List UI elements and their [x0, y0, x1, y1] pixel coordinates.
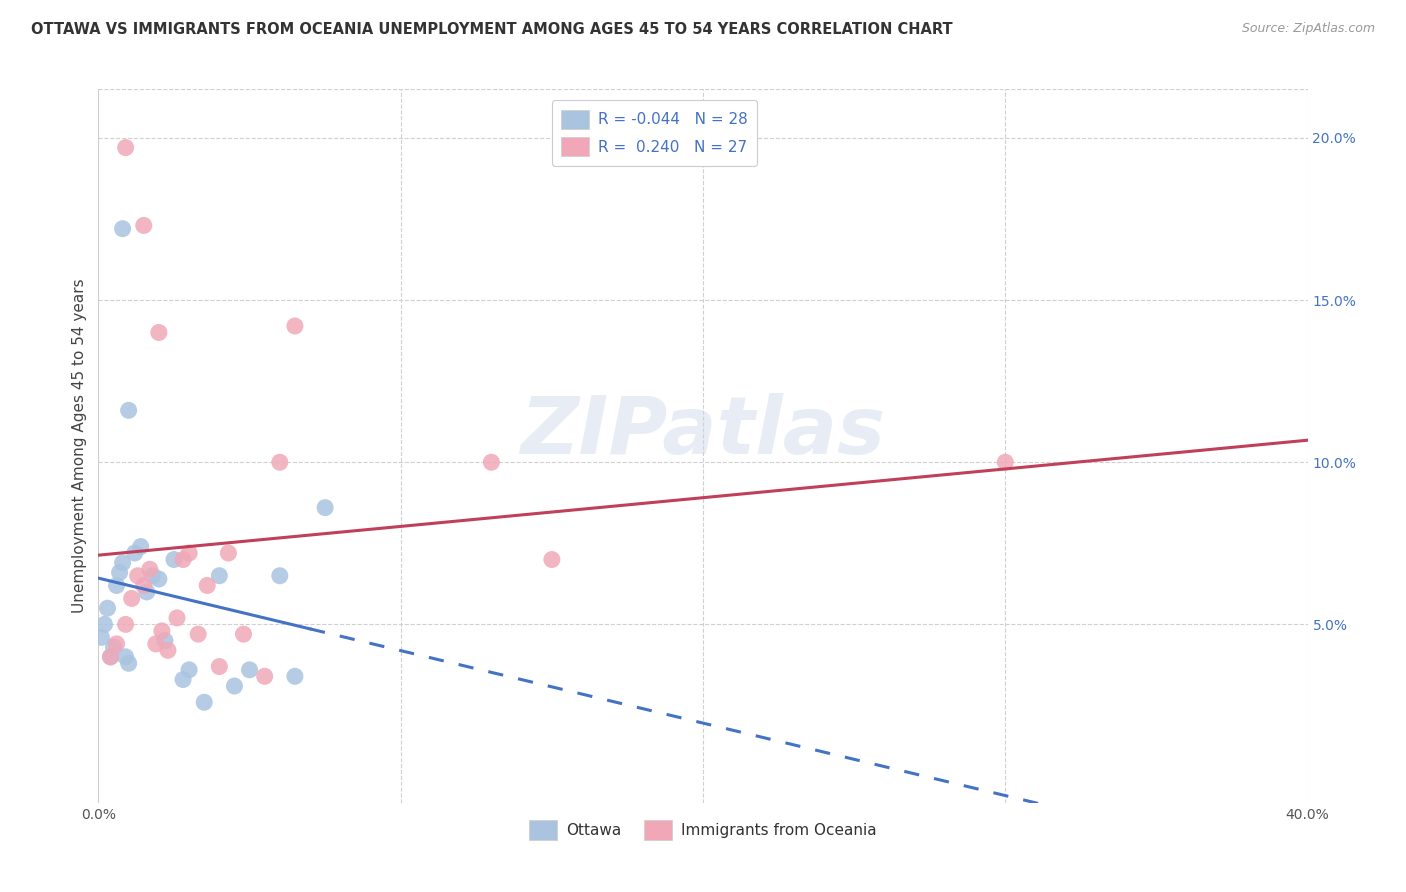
Point [111, 556, 134, 570]
Point [105, 637, 128, 651]
Point [114, 140, 136, 154]
Point [129, 540, 152, 554]
Point [156, 643, 179, 657]
Point [111, 221, 134, 235]
Point [114, 617, 136, 632]
Point [153, 633, 176, 648]
Text: ZIPatlas: ZIPatlas [520, 392, 886, 471]
Point [127, 568, 149, 582]
Point [540, 552, 562, 566]
Point [132, 219, 155, 233]
Point [118, 657, 141, 671]
Point [179, 546, 201, 560]
Point [208, 659, 231, 673]
Point [172, 552, 194, 566]
Point [166, 611, 188, 625]
Point [314, 500, 336, 515]
Point [284, 318, 307, 333]
Text: OTTAWA VS IMMIGRANTS FROM OCEANIA UNEMPLOYMENT AMONG AGES 45 TO 54 YEARS CORRELA: OTTAWA VS IMMIGRANTS FROM OCEANIA UNEMPL… [31, 22, 952, 37]
Point [994, 455, 1017, 469]
Point [93, 617, 115, 632]
Point [114, 649, 136, 664]
Text: Source: ZipAtlas.com: Source: ZipAtlas.com [1241, 22, 1375, 36]
Point [148, 326, 170, 340]
Point [118, 403, 141, 417]
Point [269, 568, 291, 582]
Point [217, 546, 239, 560]
Point [105, 578, 128, 592]
Point [163, 552, 186, 566]
Point [239, 663, 262, 677]
Point [145, 637, 167, 651]
Legend: Ottawa, Immigrants from Oceania: Ottawa, Immigrants from Oceania [520, 811, 886, 848]
Point [132, 578, 155, 592]
Point [108, 566, 131, 580]
Point [284, 669, 307, 683]
Point [124, 546, 146, 560]
Point [187, 627, 209, 641]
Point [253, 669, 276, 683]
Point [150, 624, 173, 638]
Y-axis label: Unemployment Among Ages 45 to 54 years: Unemployment Among Ages 45 to 54 years [72, 278, 87, 614]
Point [121, 591, 143, 606]
Point [142, 568, 165, 582]
Point [90, 631, 112, 645]
Point [139, 562, 162, 576]
Point [481, 455, 503, 469]
Point [195, 578, 218, 592]
Point [224, 679, 246, 693]
Point [179, 663, 201, 677]
Point [135, 585, 157, 599]
Point [172, 673, 194, 687]
Point [100, 649, 122, 664]
Point [193, 695, 215, 709]
Point [100, 649, 122, 664]
Point [103, 640, 125, 654]
Point [269, 455, 291, 469]
Point [96, 601, 118, 615]
Point [232, 627, 254, 641]
Point [148, 572, 170, 586]
Point [208, 568, 231, 582]
